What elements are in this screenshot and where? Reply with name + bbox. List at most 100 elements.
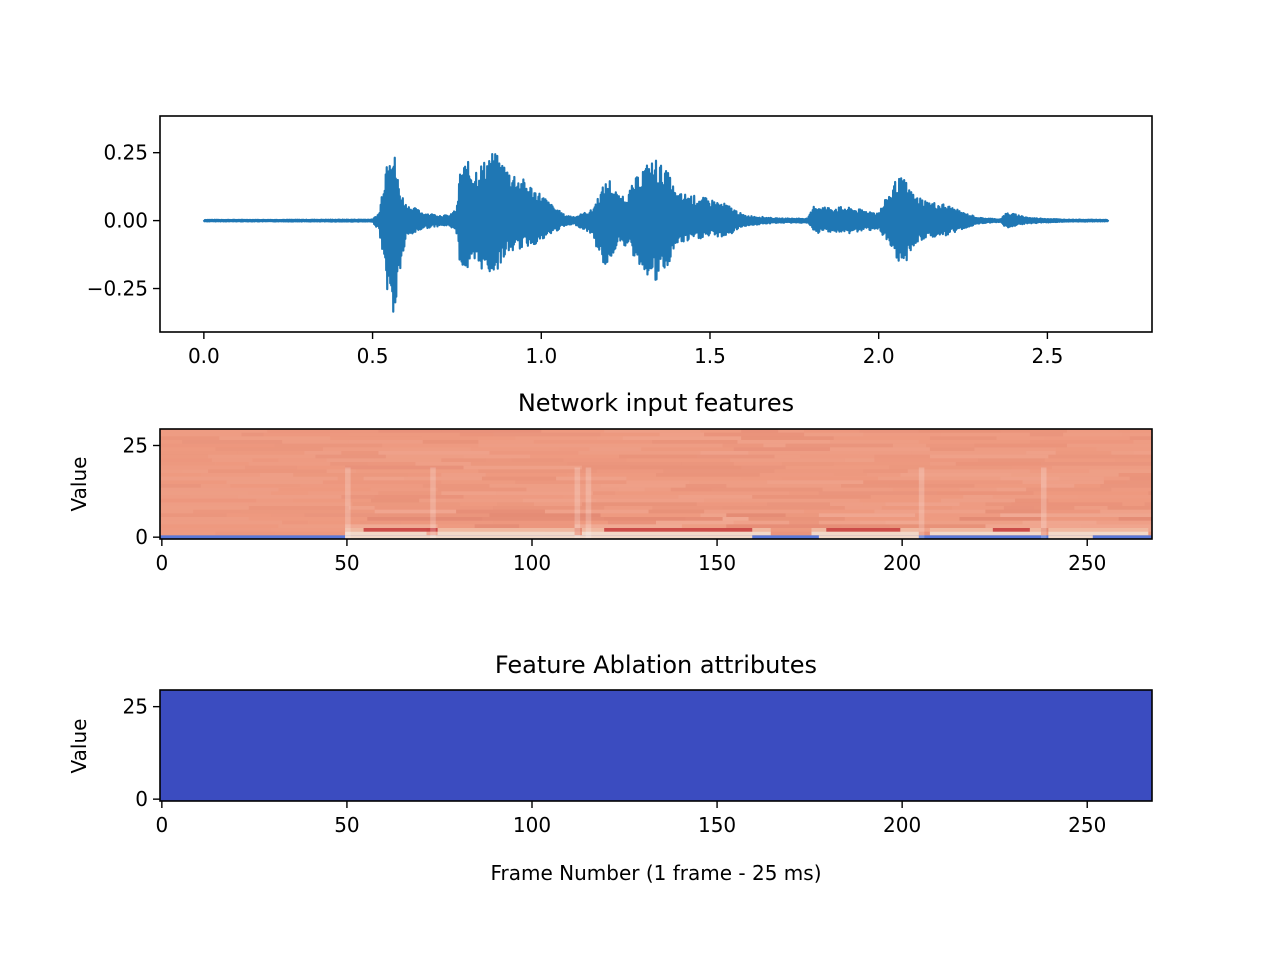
heatmap-cell — [160, 491, 249, 495]
heatmap-cell — [1148, 491, 1152, 495]
heatmap-cell — [918, 429, 1001, 433]
heatmap-cell — [1034, 491, 1149, 495]
heatmap-cell — [486, 458, 512, 462]
heatmap-cell — [563, 495, 678, 499]
heatmap-cell — [534, 440, 652, 444]
heatmap-cell — [882, 506, 952, 510]
heatmap-cell — [253, 458, 279, 462]
heatmap-cell — [378, 513, 490, 517]
heatmap-cell — [641, 447, 734, 451]
heatmap-cell — [160, 532, 216, 536]
heatmap-cell — [471, 462, 567, 466]
heatmap-cell — [1003, 528, 1090, 532]
heatmap-cell — [422, 440, 479, 444]
heatmap-cell — [482, 476, 557, 481]
heatmap-cell — [182, 440, 283, 444]
heatmap-cell — [874, 509, 986, 514]
heatmap-cell — [1045, 458, 1115, 462]
ablation-y-ticks: 25 0 — [123, 695, 160, 811]
heatmap-cell — [459, 432, 494, 437]
heatmap-cell — [486, 473, 567, 477]
heatmap-cell — [926, 444, 974, 448]
heatmap-cell — [974, 484, 1041, 488]
heatmap-cell — [941, 498, 1016, 503]
heatmap-cell — [1059, 476, 1104, 481]
x-tick-label: 2.5 — [1031, 344, 1063, 368]
heatmap-cell — [1122, 502, 1144, 506]
heatmap-cell — [930, 462, 956, 466]
waveform-axes-frame — [159, 115, 1153, 333]
heatmap-cell — [393, 531, 464, 536]
heatmap-cell — [978, 458, 1045, 462]
heatmap-cell — [271, 491, 308, 495]
heatmap-cell — [363, 528, 438, 532]
heatmap-cell — [1030, 469, 1089, 473]
heatmap-cell — [630, 465, 742, 470]
heatmap-cell — [493, 432, 601, 437]
heatmap-cell — [704, 499, 741, 503]
heatmap-cell — [963, 495, 993, 499]
heatmap-cell — [238, 451, 305, 455]
heatmap-cell — [893, 444, 926, 448]
heatmap-cell — [160, 528, 271, 532]
heatmap-cell — [308, 521, 360, 525]
heatmap-cell — [544, 509, 649, 514]
heatmap-cell — [782, 477, 878, 481]
heatmap-cell — [1104, 477, 1130, 481]
heatmap-cell — [304, 513, 379, 517]
heatmap-cell — [1129, 476, 1152, 481]
heatmap-cell — [522, 498, 597, 503]
features-y-axis-label: Value — [67, 457, 91, 512]
heatmap-cell — [1045, 436, 1130, 440]
heatmap-cell — [304, 451, 342, 455]
heatmap-cell — [463, 454, 531, 459]
heatmap-cell — [160, 451, 238, 455]
ablation-axes-frame — [159, 689, 1153, 802]
heatmap-cell — [774, 455, 800, 459]
heatmap-cell — [722, 506, 845, 510]
heatmap-cell — [581, 531, 771, 536]
heatmap-cell — [618, 454, 697, 459]
heatmap-cell — [704, 509, 805, 514]
heatmap-cell — [1100, 484, 1152, 488]
heatmap-cell — [860, 499, 941, 503]
heatmap-cell — [878, 476, 1001, 481]
heatmap-cell — [785, 443, 893, 448]
features-axes-frame — [159, 428, 1153, 540]
heatmap-cell — [345, 465, 464, 470]
heatmap-cell — [1000, 476, 1060, 481]
heatmap-cell — [201, 473, 260, 477]
y-tick-label: 0 — [135, 525, 148, 549]
heatmap-cell — [190, 495, 238, 499]
heatmap-cell — [567, 462, 682, 466]
heatmap-cell — [1133, 451, 1152, 455]
heatmap-cell — [829, 447, 930, 451]
ablation-x-ticks: 0 50 100 150 200 250 — [155, 801, 1106, 837]
heatmap-cell — [607, 520, 656, 525]
heatmap-cell — [478, 440, 534, 444]
heatmap-cell — [818, 520, 860, 525]
heatmap-cell — [408, 473, 441, 477]
heatmap-cell — [1048, 535, 1093, 539]
heatmap-cell — [823, 488, 893, 492]
heatmap-cell — [752, 495, 871, 499]
heatmap-cell — [1022, 520, 1097, 525]
heatmap-cell — [804, 432, 864, 437]
heatmap-cell — [160, 476, 249, 481]
heatmap-cell — [670, 487, 712, 492]
heatmap-cell — [160, 521, 282, 525]
heatmap-cell — [497, 502, 534, 506]
heatmap-cell — [741, 429, 779, 433]
heatmap-cell — [622, 436, 742, 440]
heatmap-cell — [1148, 506, 1152, 510]
heatmap-cell — [700, 513, 727, 517]
heatmap-cell — [559, 465, 582, 470]
heatmap-cell — [960, 502, 986, 506]
heatmap-cell — [160, 502, 249, 506]
heatmap-cell — [526, 487, 619, 492]
heatmap-cell — [741, 436, 834, 440]
heatmap-cell — [256, 499, 293, 503]
ablation-title: Feature Ablation attributes — [495, 651, 817, 679]
heatmap-cell — [367, 517, 483, 521]
heatmap-cell — [863, 469, 907, 473]
